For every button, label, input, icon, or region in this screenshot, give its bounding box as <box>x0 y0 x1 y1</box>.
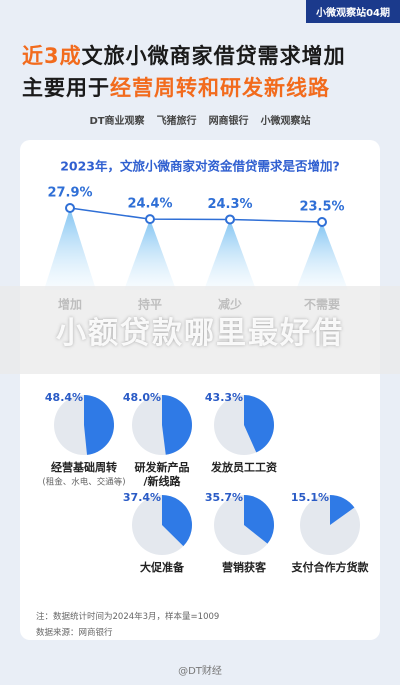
note: 注：数据统计时间为2024年3月，样本量=1009 <box>36 612 220 622</box>
overlay-text: 小额贷款哪里最好借 <box>56 316 344 351</box>
logo: 飞猪旅行 <box>156 116 197 127</box>
value-label: 37.4% <box>123 491 161 504</box>
point <box>317 217 327 227</box>
pie-slice <box>84 395 115 455</box>
beam <box>124 219 176 290</box>
point <box>65 203 75 213</box>
value-label: 24.3% <box>207 197 252 212</box>
value-label: 48.4% <box>45 391 83 404</box>
logo: 网商银行 <box>208 116 249 127</box>
value-label: 35.7% <box>205 491 243 504</box>
value-label: 15.1% <box>291 491 329 504</box>
pie-slice <box>330 495 355 525</box>
title-highlight: 经营周转和研发新线路 <box>110 76 330 100</box>
title-line: 主要用于经营周转和研发新线路 <box>22 72 330 102</box>
beam <box>44 208 96 290</box>
note: 数据来源：网商银行 <box>36 628 113 638</box>
beam <box>204 219 256 290</box>
value-label: 27.9% <box>47 186 92 201</box>
logo: 小微观察站 <box>260 116 311 127</box>
value-label: 23.5% <box>299 200 344 215</box>
category-label: 研发新产品/新线路 <box>135 460 190 488</box>
value-label: 48.0% <box>123 391 161 404</box>
footer: @DT财经 <box>178 666 222 677</box>
chart-title: 2023年，文旅小微商家对资金借贷需求是否增加? <box>60 159 340 174</box>
category-label: 支付合作方货款 <box>291 560 370 574</box>
category-label: 发放员工工资 <box>210 460 277 474</box>
logos: DT商业观察 飞猪旅行 网商银行 小微观察站 <box>0 112 400 127</box>
title-text: 主要用于 <box>22 76 110 100</box>
category-label: 经营基础周转 <box>51 460 117 474</box>
pie-slice <box>244 495 275 544</box>
title-text: 文旅小微商家借贷需求增加 <box>81 44 346 68</box>
title-highlight: 近3成 <box>22 44 82 68</box>
pie-slice <box>162 495 193 547</box>
point <box>145 214 155 225</box>
issue-tag: 小微观察站04期 <box>306 0 400 23</box>
category-sublabel: (租金、水电、交通等) <box>42 477 125 488</box>
value-label: 43.3% <box>205 391 243 404</box>
logo: DT商业观察 <box>89 116 145 127</box>
beam <box>296 222 348 290</box>
category-label: 大促准备 <box>140 560 185 574</box>
point <box>225 214 235 225</box>
pie-slice <box>162 395 193 455</box>
pie-slice <box>244 395 274 453</box>
overlay: 小额贷款哪里最好借 <box>0 286 400 374</box>
title-line: 近3成文旅小微商家借贷需求增加 <box>22 40 346 70</box>
line <box>69 207 323 223</box>
category-label: 营销获客 <box>222 560 267 574</box>
value-label: 24.4% <box>127 197 172 212</box>
